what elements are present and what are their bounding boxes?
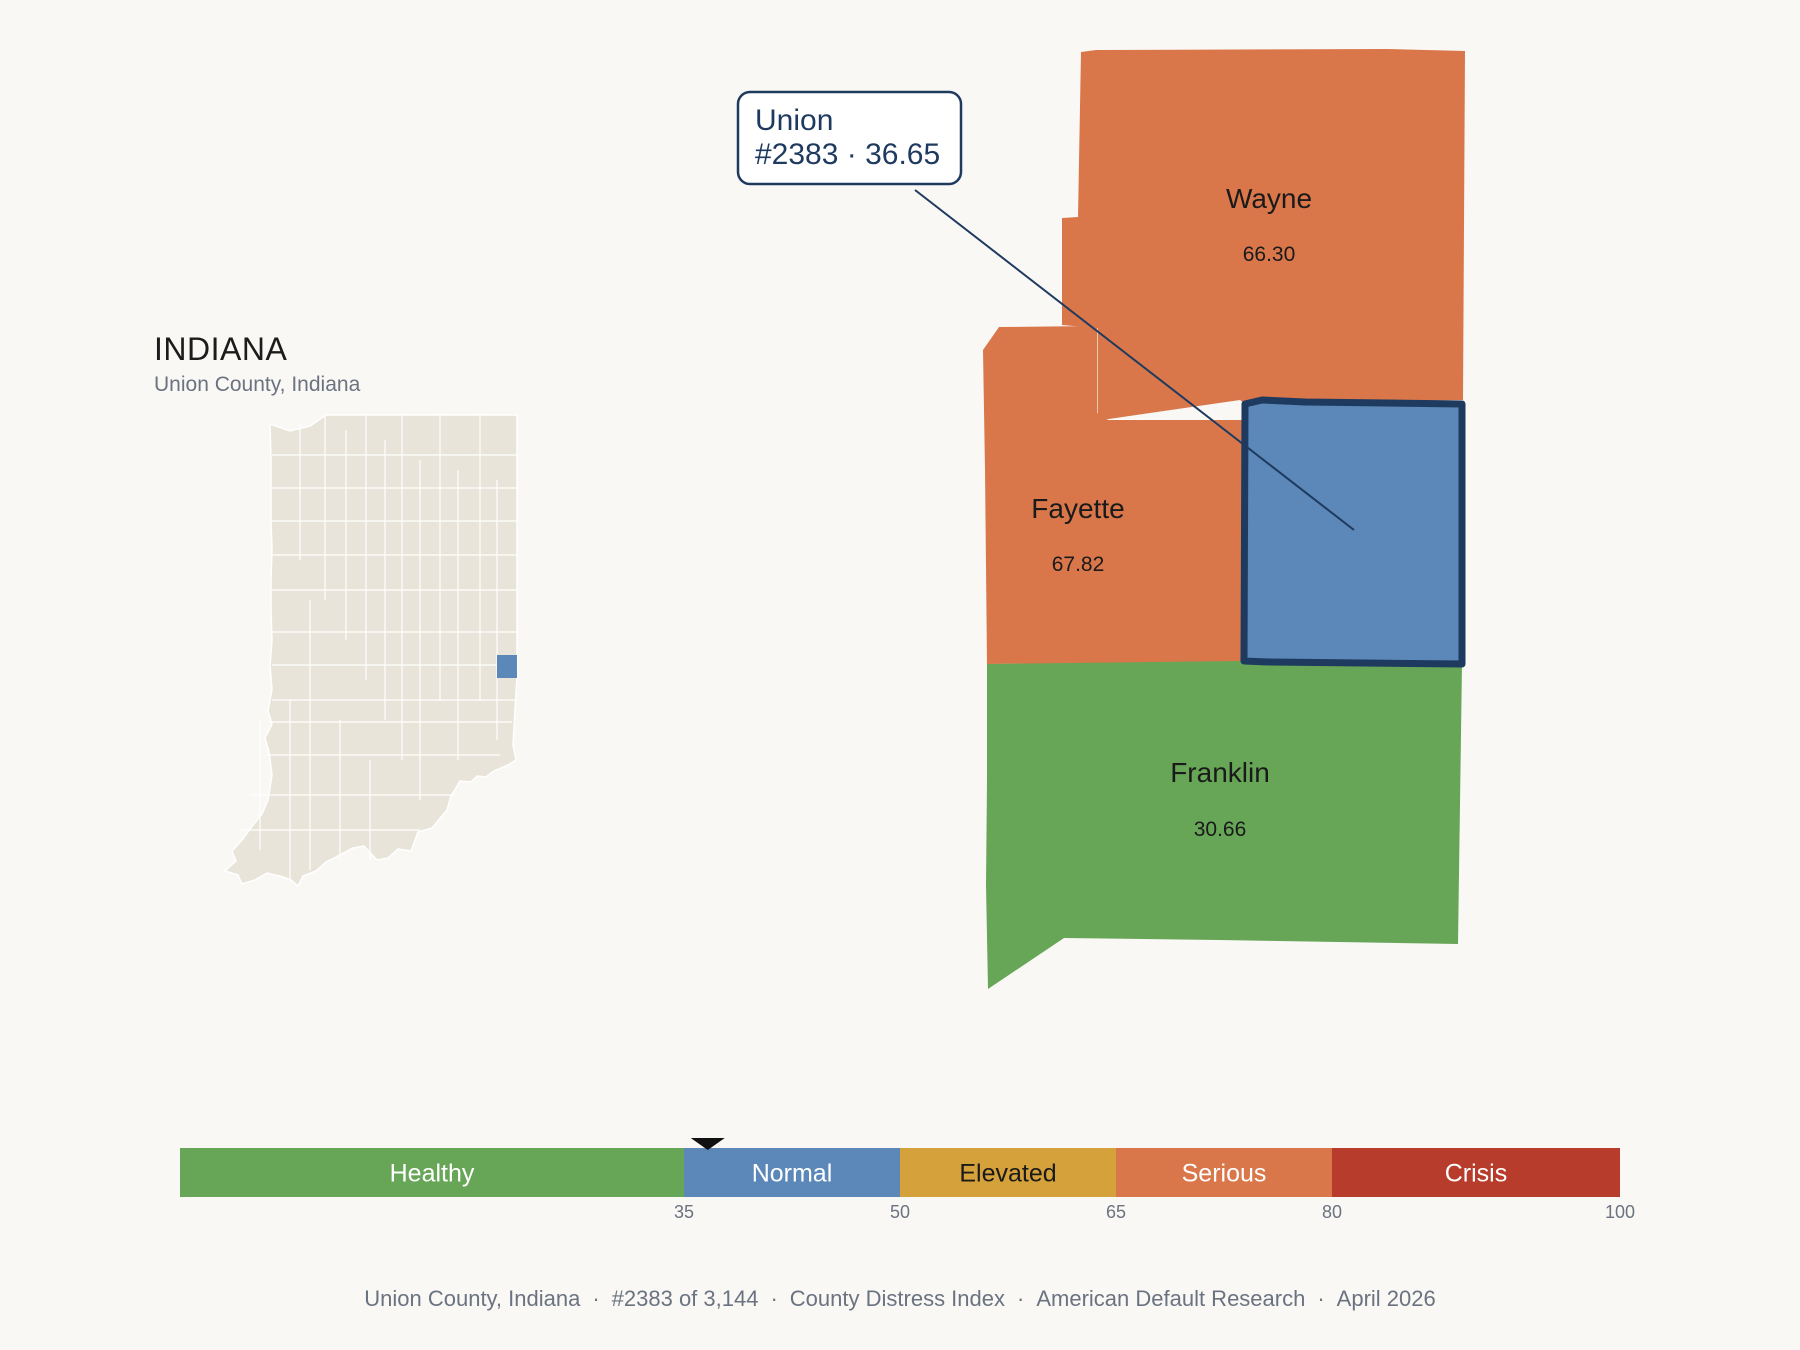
indiana-state-shape — [223, 414, 518, 888]
inset-union-highlight — [497, 655, 517, 678]
county-borders — [240, 415, 517, 880]
callout-county-name: Union — [755, 104, 833, 137]
county-fayette[interactable] — [983, 326, 1244, 664]
callout-rank-value: #2383 · 36.65 — [755, 138, 940, 171]
scale-tick-65: 65 — [1106, 1202, 1126, 1222]
inset-title: INDIANA — [154, 331, 288, 367]
footer-caption: Union County, Indiana · #2383 of 3,144 · Cou… — [0, 1286, 1800, 1312]
county-label-fayette: Fayette — [1031, 493, 1124, 524]
scale-label-normal: Normal — [752, 1160, 833, 1188]
distress-scale: Healthy Normal Elevated Serious Crisis 35 50 65… — [180, 1138, 1635, 1222]
scale-segment-serious — [1116, 1148, 1332, 1197]
footer-date: April 2026 — [1336, 1286, 1436, 1311]
scale-label-crisis: Crisis — [1445, 1160, 1508, 1188]
callout-leader-line — [914, 189, 1355, 531]
callout-box — [736, 90, 963, 186]
county-value-franklin: 30.66 — [1194, 818, 1247, 841]
scale-tick-50: 50 — [890, 1202, 910, 1222]
scale-segment-normal — [684, 1148, 900, 1197]
county-detail-map: Wayne 66.30 Fayette 67.82 Franklin 30.66 — [983, 49, 1466, 989]
scale-segment-elevated — [900, 1148, 1116, 1197]
scale-label-elevated: Elevated — [959, 1160, 1056, 1188]
footer-separator: · — [770, 1286, 778, 1311]
footer-index-name: County Distress Index — [789, 1286, 1005, 1311]
county-union[interactable] — [1240, 396, 1466, 668]
scale-tick-100: 100 — [1605, 1202, 1635, 1222]
union-callout: Union #2383 · 36.65 — [736, 90, 1355, 531]
scale-label-serious: Serious — [1182, 1160, 1267, 1188]
scale-segment-healthy — [180, 1148, 684, 1197]
county-value-fayette: 67.82 — [1052, 553, 1105, 576]
footer-source: American Default Research — [1036, 1286, 1306, 1311]
county-wayne[interactable] — [1062, 49, 1465, 420]
footer-separator: · — [1017, 1286, 1025, 1311]
scale-tick-80: 80 — [1322, 1202, 1342, 1222]
scale-label-healthy: Healthy — [390, 1160, 475, 1188]
footer-county: Union County, Indiana — [364, 1286, 581, 1311]
footer-separator: · — [1317, 1286, 1325, 1311]
footer-rank: #2383 of 3,144 — [611, 1286, 759, 1311]
county-franklin[interactable] — [986, 661, 1462, 989]
county-label-wayne: Wayne — [1226, 183, 1312, 214]
county-value-wayne: 66.30 — [1243, 243, 1296, 266]
indiana-state-inset — [223, 414, 518, 888]
county-label-franklin: Franklin — [1170, 757, 1270, 788]
footer-separator: · — [592, 1286, 600, 1311]
scale-marker-triangle — [690, 1138, 725, 1150]
scale-segment-crisis — [1332, 1148, 1620, 1197]
scale-tick-35: 35 — [674, 1202, 694, 1222]
inset-subtitle: Union County, Indiana — [154, 373, 361, 396]
